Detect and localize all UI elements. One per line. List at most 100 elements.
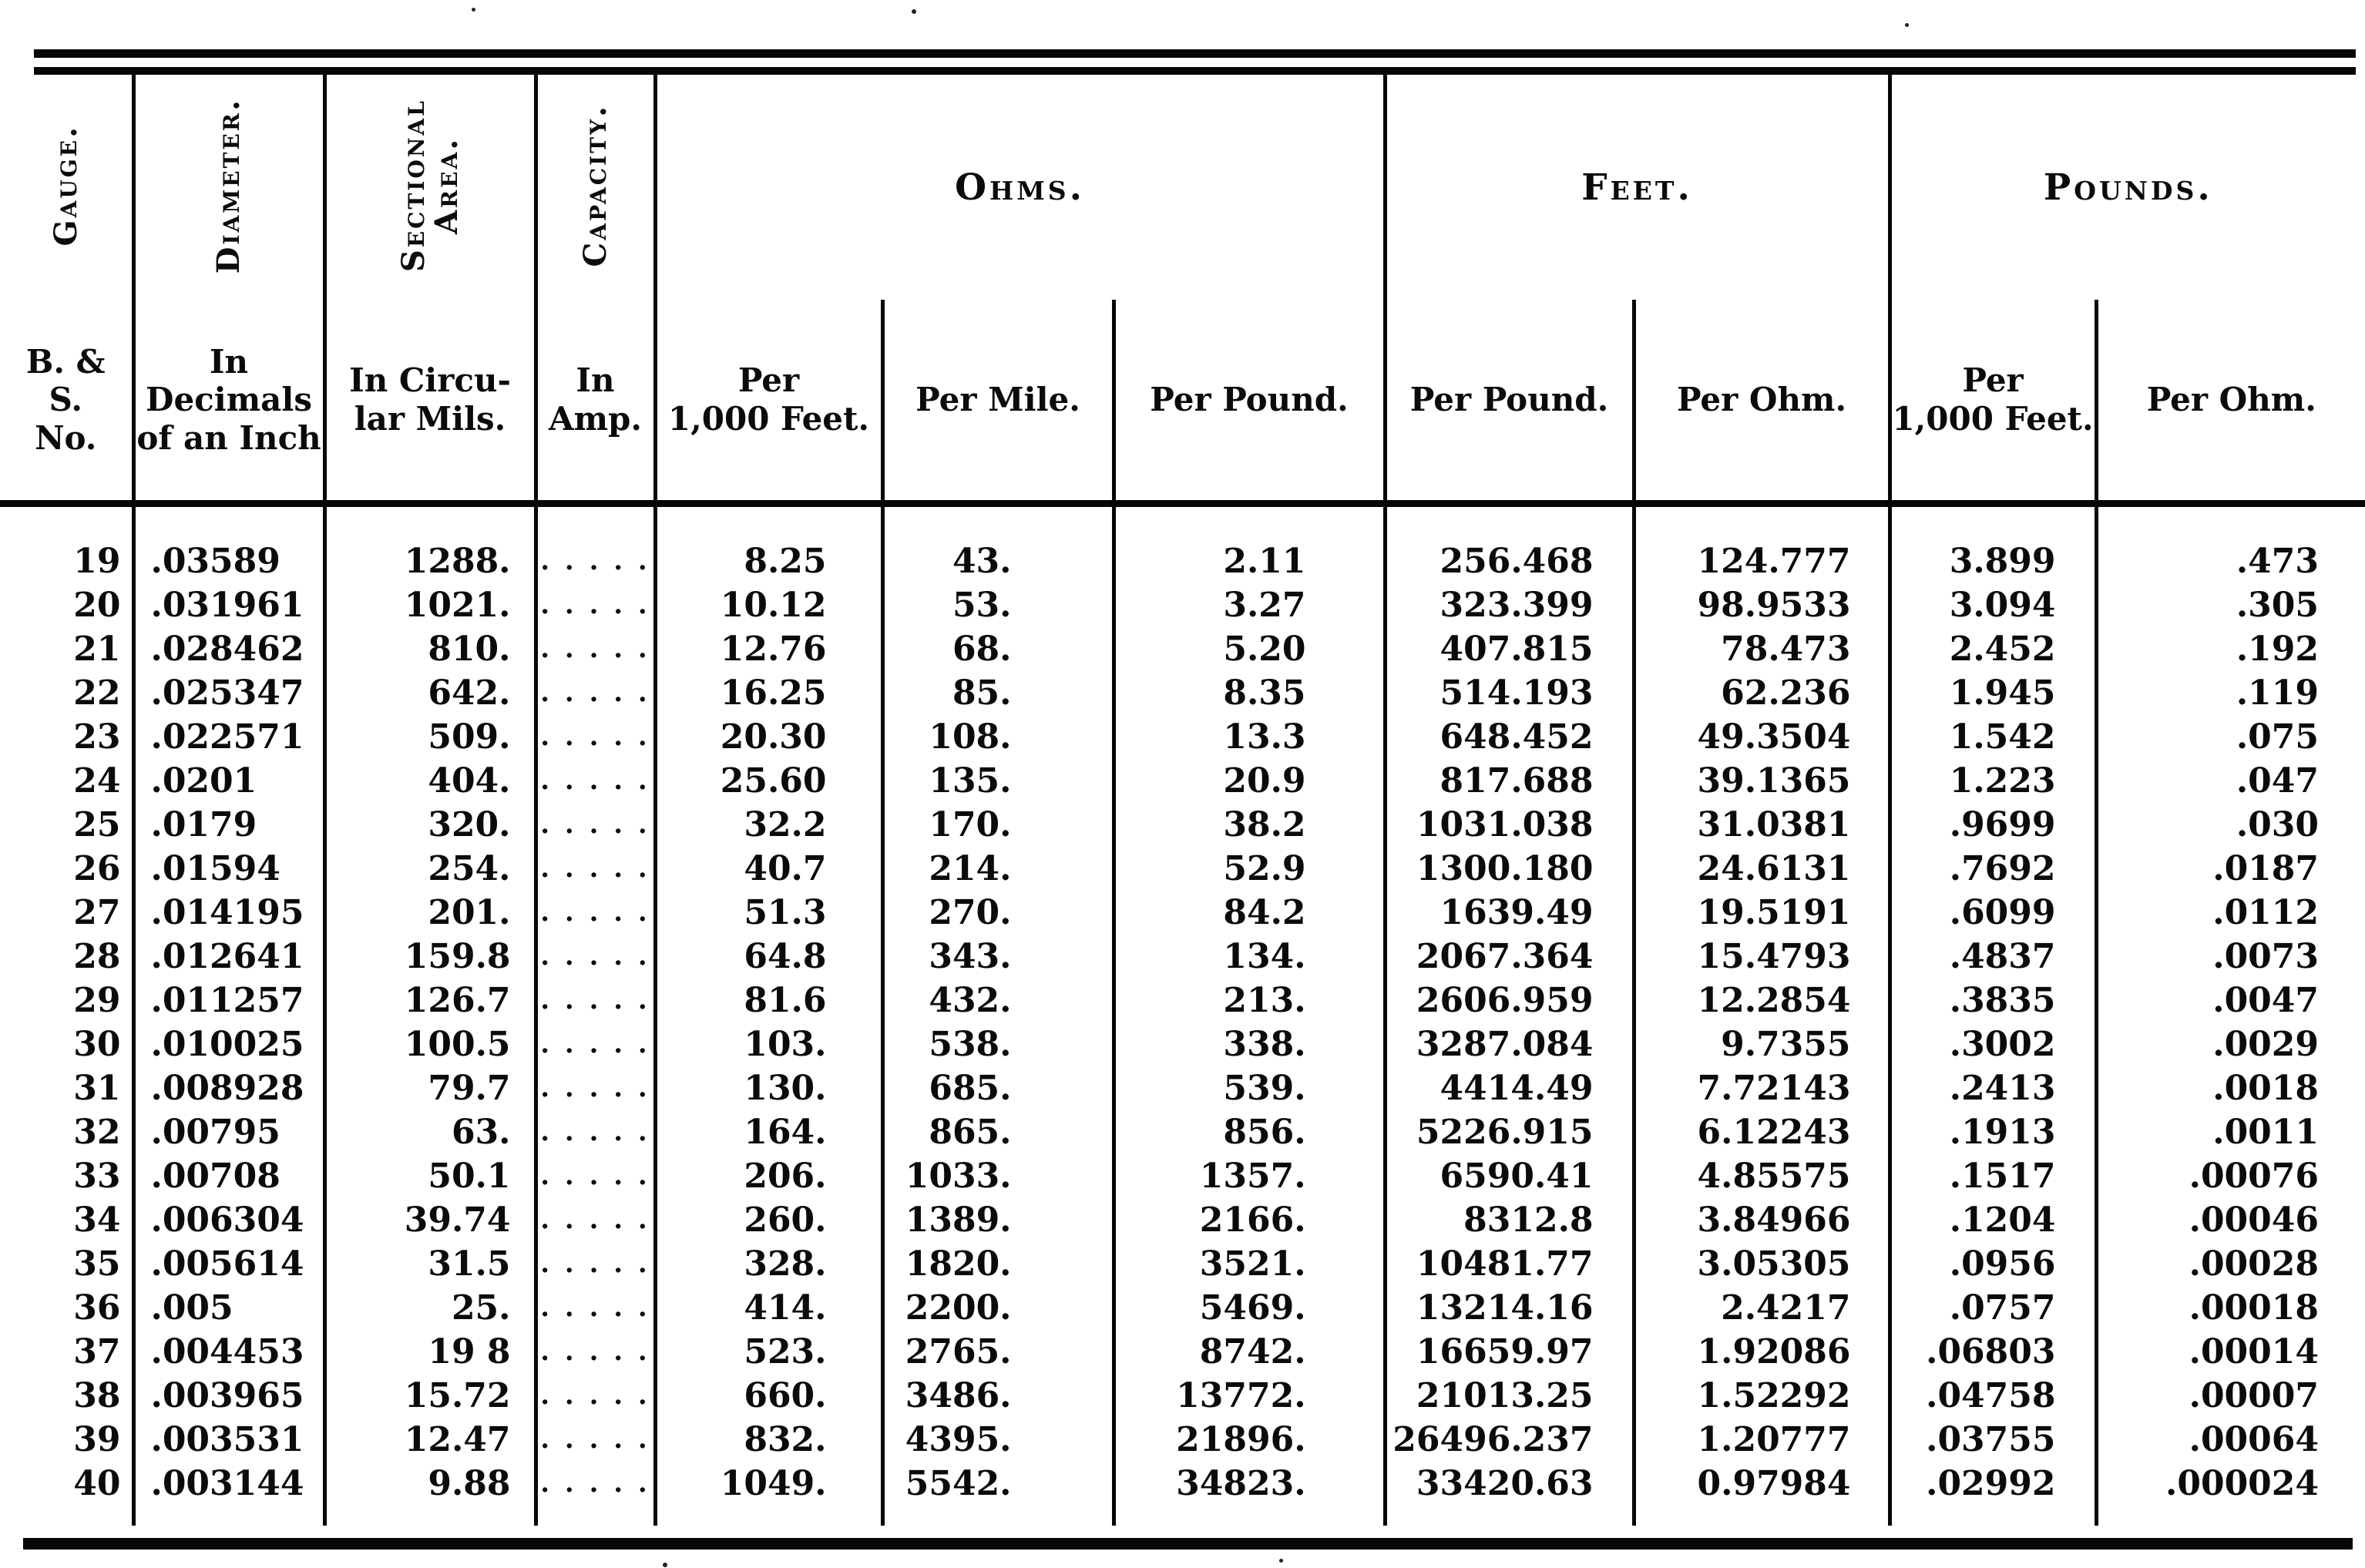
cell-feet-per-ohm: 31.0381 xyxy=(1634,803,1892,847)
cell-ohms-per-1000-feet: 51.3 xyxy=(655,891,885,935)
cell-pounds-per-1000-feet: 2.452 xyxy=(1890,627,2098,671)
cell-capacity-amp: . . . . . xyxy=(536,1330,657,1374)
cell-gauge-number: 32 xyxy=(0,1110,136,1154)
cell-pounds-per-ohm: .473 xyxy=(2236,542,2320,581)
cell-ohms-per-mile: 1820. xyxy=(882,1242,1116,1286)
cell-ohms-per-pound: 856. xyxy=(1114,1110,1387,1154)
cell-gauge-number: 34 xyxy=(0,1198,136,1242)
cell-feet-per-ohm: 1.92086 xyxy=(1634,1330,1892,1374)
cell-gauge-number: 26 xyxy=(0,847,136,891)
cell-gauge-number: 39 xyxy=(0,1418,136,1462)
cell-diameter-inches: .03589 xyxy=(133,503,327,583)
cell-sectional-area-circular-mils: 50.1 xyxy=(324,1154,538,1198)
cell-pounds-per-ohm: .00046 xyxy=(2189,1200,2320,1240)
cell-ohms-per-mile: 170. xyxy=(882,803,1116,847)
gauge-rotated-label: Gauge. xyxy=(47,125,84,247)
cell-ohms-per-1000-feet: 103. xyxy=(655,1022,885,1066)
cell-diameter-inches: .003144 xyxy=(133,1462,327,1526)
cell-feet-per-ohm: 4.85575 xyxy=(1634,1154,1892,1198)
cell-feet-per-pound: 1300.180 xyxy=(1385,847,1636,891)
cell-feet-per-pound: 26496.237 xyxy=(1385,1418,1636,1462)
cell-ohms-per-mile: 85. xyxy=(882,671,1116,715)
cell-pounds-per-1000-feet: 1.945 xyxy=(1890,671,2098,715)
cell-feet-per-pound: 256.468 xyxy=(1385,503,1636,583)
cell-pounds-per-ohm: .0047 xyxy=(2212,981,2320,1020)
cell-ohms-per-1000-feet: 10.12 xyxy=(655,583,885,627)
cell-feet-per-pound: 1639.49 xyxy=(1385,891,1636,935)
diameter-rotated-label: Diameter. xyxy=(210,97,247,274)
cell-diameter-inches: .00708 xyxy=(133,1154,327,1198)
cell-ohms-per-1000-feet: 8.25 xyxy=(655,503,885,583)
cell-ohms-per-mile: 432. xyxy=(882,979,1116,1022)
cell-pounds-per-ohm: .119 xyxy=(2236,673,2320,713)
cell-gauge-number: 23 xyxy=(0,715,136,759)
cell-gauge-number: 31 xyxy=(0,1066,136,1110)
cell-pounds-per-ohm: .0187 xyxy=(2212,849,2320,888)
cell-feet-per-pound: 2067.364 xyxy=(1385,935,1636,979)
cell-pounds-per-ohm: .00064 xyxy=(2189,1420,2320,1459)
group-header-row: Gauge. Diameter. Sectional Area. Capacit… xyxy=(0,75,2365,300)
cell-sectional-area-circular-mils: 126.7 xyxy=(324,979,538,1022)
cell-sectional-area-circular-mils: 39.74 xyxy=(324,1198,538,1242)
table-row: 39.003531 12.47. . . . . 832. 4395. 21896. 26… xyxy=(0,1418,2365,1462)
subheader-ohms-per-pound: Per Pound. xyxy=(1114,300,1387,507)
cell-pounds-per-ohm: .047 xyxy=(2236,761,2320,801)
cell-diameter-inches: .0201 xyxy=(133,759,327,803)
cell-feet-per-pound: 1031.038 xyxy=(1385,803,1636,847)
cell-feet-per-ohm: 62.236 xyxy=(1634,671,1892,715)
cell-gauge-number: 36 xyxy=(0,1286,136,1330)
cell-ohms-per-pound: 52.9 xyxy=(1114,847,1387,891)
cell-feet-per-ohm: 19.5191 xyxy=(1634,891,1892,935)
cell-ohms-per-mile: 343. xyxy=(882,935,1116,979)
cell-ohms-per-mile: 1033. xyxy=(882,1154,1116,1198)
cell-sectional-area-circular-mils: 810. xyxy=(324,627,538,671)
cell-sectional-area-circular-mils: 159.8 xyxy=(324,935,538,979)
cell-feet-per-ohm: 12.2854 xyxy=(1634,979,1892,1022)
table-row: 33.00708 50.1. . . . . 206. 1033. 1357. 6590.… xyxy=(0,1154,2365,1198)
cell-diameter-inches: .0179 xyxy=(133,803,327,847)
cell-diameter-inches: .005 xyxy=(133,1286,327,1330)
cell-ohms-per-mile: 53. xyxy=(882,583,1116,627)
cell-capacity-amp: . . . . . xyxy=(536,891,657,935)
cell-feet-per-ohm: 2.4217 xyxy=(1634,1286,1892,1330)
cell-ohms-per-1000-feet: 523. xyxy=(655,1330,885,1374)
cell-feet-per-ohm: 24.6131 xyxy=(1634,847,1892,891)
cell-sectional-area-circular-mils: 31.5 xyxy=(324,1242,538,1286)
cell-capacity-amp: . . . . . xyxy=(536,1462,657,1526)
table-row: 35.005614 31.5. . . . . 328. 1820. 3521. 1048… xyxy=(0,1242,2365,1286)
cell-ohms-per-pound: 8742. xyxy=(1114,1330,1387,1374)
cell-pounds-per-1000-feet: .06803 xyxy=(1890,1330,2098,1374)
subheader-pounds-per-1000-feet: Per 1,000 Feet. xyxy=(1890,300,2098,507)
cell-pounds-per-ohm: .0018 xyxy=(2212,1069,2320,1108)
cell-pounds-per-ohm: .075 xyxy=(2236,717,2320,757)
cell-ohms-per-pound: 539. xyxy=(1114,1066,1387,1110)
table-row: 29.011257 126.7. . . . . 81.6 432. 213. 2606.… xyxy=(0,979,2365,1022)
cell-sectional-area-circular-mils: 642. xyxy=(324,671,538,715)
cell-ohms-per-pound: 2.11 xyxy=(1114,503,1387,583)
cell-diameter-inches: .010025 xyxy=(133,1022,327,1066)
subheader-decimals-of-inch: In Decimals of an Inch xyxy=(133,300,327,507)
cell-pounds-per-1000-feet: .9699 xyxy=(1890,803,2098,847)
cell-pounds-per-1000-feet: .1204 xyxy=(1890,1198,2098,1242)
cell-ohms-per-1000-feet: 25.60 xyxy=(655,759,885,803)
cell-pounds-per-1000-feet: 3.094 xyxy=(1890,583,2098,627)
cell-gauge-number: 30 xyxy=(0,1022,136,1066)
scan-speck xyxy=(1905,23,1909,27)
cell-pounds-per-1000-feet: .3835 xyxy=(1890,979,2098,1022)
cell-pounds-per-1000-feet: .0956 xyxy=(1890,1242,2098,1286)
cell-gauge-number: 38 xyxy=(0,1374,136,1418)
table-row: 30.010025 100.5. . . . . 103. 538. 338. 3287.… xyxy=(0,1022,2365,1066)
cell-gauge-number: 22 xyxy=(0,671,136,715)
cell-pounds-per-1000-feet: .7692 xyxy=(1890,847,2098,891)
subheader-bs-no: B. & S. No. xyxy=(0,300,136,507)
column-header-diameter: Diameter. xyxy=(133,75,327,300)
cell-capacity-amp: . . . . . xyxy=(536,715,657,759)
cell-ohms-per-1000-feet: 64.8 xyxy=(655,935,885,979)
column-header-sectional-area: Sectional Area. xyxy=(324,75,538,300)
cell-gauge-number: 27 xyxy=(0,891,136,935)
table-row: 38.003965 15.72. . . . . 660. 3486. 13772. 21… xyxy=(0,1374,2365,1418)
cell-feet-per-pound: 407.815 xyxy=(1385,627,1636,671)
table-row: 25.0179 320.. . . . . 32.2 170. 38.2 1031.038… xyxy=(0,803,2365,847)
cell-ohms-per-mile: 68. xyxy=(882,627,1116,671)
